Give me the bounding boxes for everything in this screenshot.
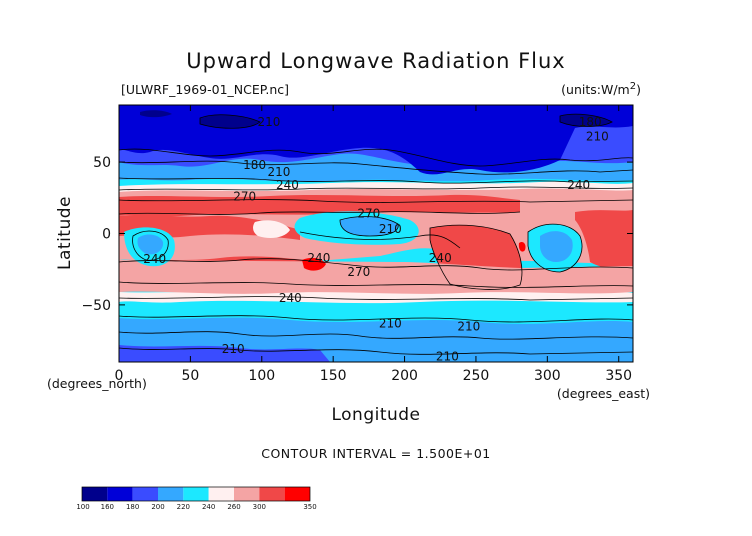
colorbar-swatch bbox=[208, 487, 234, 501]
contour-interval-text: CONTOUR INTERVAL = 1.500E+01 bbox=[261, 446, 491, 461]
colorbar-tick-label: 220 bbox=[177, 503, 190, 511]
contour-label: 240 bbox=[429, 251, 452, 265]
band-southern-pink bbox=[119, 260, 633, 294]
contour-lines bbox=[119, 113, 633, 355]
source-filename: [ULWRF_1969-01_NCEP.nc] bbox=[121, 82, 289, 97]
colorbar-swatch bbox=[82, 487, 108, 501]
contour-label: 210 bbox=[257, 115, 280, 129]
chart-title: Upward Longwave Radiation Flux bbox=[186, 49, 565, 73]
x-unit-label: (degrees_east) bbox=[557, 386, 650, 401]
y-unit-label: (degrees_north) bbox=[47, 376, 147, 391]
contour-label: 270 bbox=[347, 265, 370, 279]
contour-label: 210 bbox=[267, 165, 290, 179]
colorbar-tick-label: 160 bbox=[101, 503, 114, 511]
contour-label: 240 bbox=[567, 178, 590, 192]
contour-label: 240 bbox=[279, 291, 302, 305]
colorbar-tick-label: 260 bbox=[227, 503, 240, 511]
x-tick-label: 300 bbox=[534, 368, 561, 384]
contour-label: 210 bbox=[436, 349, 459, 363]
colorbar-tick-label: 300 bbox=[253, 503, 266, 511]
colorbar-tick-label: 350 bbox=[303, 503, 316, 511]
pocket-pacific-blue bbox=[340, 216, 399, 236]
x-tick-label: 0 bbox=[115, 368, 124, 384]
colorbar-swatch bbox=[158, 487, 184, 501]
contour-label: 210 bbox=[379, 222, 402, 236]
contour-label: 210 bbox=[586, 129, 609, 143]
pocket-amazon-blue bbox=[540, 231, 573, 262]
pocket-africa-blue-inner bbox=[137, 234, 164, 255]
y-axis-title: Latitude bbox=[55, 196, 75, 270]
contour-label: 210 bbox=[379, 316, 402, 330]
y-tick-label: 50 bbox=[93, 155, 111, 171]
colorbar: 100 160 180 200 220 240 260 300 350 bbox=[76, 486, 317, 511]
x-tick-label: 350 bbox=[605, 368, 632, 384]
contour-label: 180 bbox=[243, 158, 266, 172]
colorbar-swatch bbox=[183, 487, 209, 501]
colorbar-swatch bbox=[132, 487, 158, 501]
contour-label: 270 bbox=[357, 207, 380, 221]
contour-label: 240 bbox=[143, 252, 166, 266]
contour-label: 240 bbox=[307, 251, 330, 265]
x-tick-label: 200 bbox=[391, 368, 418, 384]
colorbar-frame bbox=[81, 486, 311, 502]
x-axis-title: Longitude bbox=[331, 405, 420, 425]
x-tick-label: 150 bbox=[320, 368, 347, 384]
x-tick-label: 250 bbox=[463, 368, 490, 384]
y-axis: 50 0 −50 bbox=[81, 155, 633, 314]
band-east-red-east bbox=[575, 210, 633, 271]
colorbar-tick-label: 200 bbox=[151, 503, 164, 511]
y-tick-label: −50 bbox=[81, 298, 111, 314]
x-tick-label: 50 bbox=[181, 368, 199, 384]
contour-label: 210 bbox=[457, 319, 480, 333]
colorbar-tick-label: 100 bbox=[76, 503, 89, 511]
y-tick-label: 0 bbox=[102, 227, 111, 243]
colorbar-swatch bbox=[234, 487, 260, 501]
contour-label: 270 bbox=[233, 189, 256, 203]
contour-label: 210 bbox=[222, 342, 245, 356]
colorbar-swatch bbox=[259, 487, 285, 501]
colorbar-tick-label: 180 bbox=[126, 503, 139, 511]
x-axis: 0 50 100 150 200 250 300 350 bbox=[115, 105, 632, 384]
pocket-indian-pale bbox=[253, 220, 290, 238]
band-north-darkest bbox=[140, 110, 612, 129]
colorbar-swatch bbox=[107, 487, 133, 501]
contour-label: 180 bbox=[579, 115, 602, 129]
x-tick-label: 100 bbox=[248, 368, 275, 384]
colorbar-swatch bbox=[284, 487, 310, 501]
units-label: (units:W/m2) bbox=[561, 81, 641, 97]
contour-label: 240 bbox=[276, 178, 299, 192]
colorbar-tick-label: 240 bbox=[202, 503, 215, 511]
